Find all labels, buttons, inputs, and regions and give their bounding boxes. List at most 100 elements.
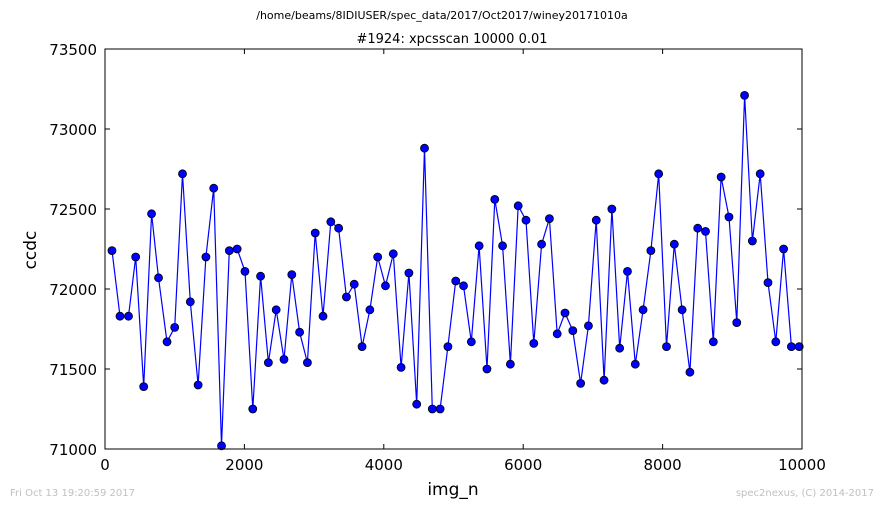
y-tick-label: 72500	[49, 201, 97, 219]
x-tick-label: 4000	[365, 456, 403, 474]
data-point	[388, 249, 398, 259]
data-point	[716, 172, 726, 182]
data-point	[279, 354, 289, 364]
data-point	[263, 358, 273, 368]
data-point	[185, 297, 195, 307]
data-point	[295, 327, 305, 337]
data-point	[771, 337, 781, 347]
data-point	[779, 244, 788, 254]
data-point	[271, 305, 281, 315]
data-point	[147, 209, 156, 219]
data-point	[404, 268, 414, 278]
data-point	[124, 311, 133, 321]
data-point	[537, 239, 547, 249]
file-path-header: /home/beams/8IDIUSER/spec_data/2017/Oct2…	[256, 9, 628, 22]
data-point	[287, 270, 297, 280]
footer-credit: spec2nexus, (C) 2014-2017	[735, 488, 874, 499]
data-point	[584, 321, 593, 331]
data-point	[139, 382, 149, 392]
data-point	[412, 399, 422, 409]
data-point	[607, 204, 617, 214]
y-axis-label: ccdc	[21, 231, 41, 270]
data-point	[459, 281, 468, 291]
data-point	[224, 246, 234, 256]
data-point	[240, 266, 250, 276]
x-tick-label: 2000	[225, 456, 263, 474]
data-point	[576, 378, 586, 388]
data-point	[724, 212, 734, 222]
data-point	[701, 226, 710, 236]
data-point	[552, 329, 562, 339]
data-point	[646, 246, 656, 256]
data-point	[107, 246, 117, 256]
data-point	[435, 404, 445, 414]
data-point	[170, 322, 180, 332]
data-point	[623, 266, 632, 276]
x-tick-label: 10000	[778, 456, 826, 474]
data-point	[443, 342, 453, 352]
data-point	[685, 367, 695, 377]
data-point	[131, 252, 141, 262]
data-point	[490, 194, 500, 204]
data-point	[248, 404, 258, 414]
data-point	[794, 342, 804, 352]
y-tick-label: 72000	[49, 281, 97, 299]
data-point	[599, 375, 609, 385]
data-point	[396, 362, 406, 372]
data-point	[209, 183, 219, 193]
y-tick-label: 71000	[49, 441, 97, 459]
data-point	[373, 252, 383, 262]
data-point	[747, 236, 757, 246]
data-point	[451, 276, 461, 286]
data-point	[427, 404, 437, 414]
data-point	[193, 380, 203, 390]
x-tick-label: 8000	[644, 456, 682, 474]
data-point	[662, 342, 671, 352]
data-point	[349, 279, 359, 289]
data-point	[201, 252, 211, 262]
data-point	[669, 239, 679, 249]
plot-frame	[104, 48, 803, 450]
data-point	[505, 359, 515, 369]
data-point	[615, 343, 625, 353]
data-point	[474, 241, 484, 251]
data-point	[740, 91, 749, 100]
data-point	[326, 217, 336, 227]
data-point	[115, 311, 125, 321]
x-tick-label: 6000	[504, 456, 542, 474]
data-point	[420, 143, 429, 153]
chart-title: #1924: xpcsscan 10000 0.01	[356, 32, 547, 47]
data-point	[591, 215, 601, 225]
data-point	[178, 169, 187, 179]
data-point	[217, 441, 226, 451]
data-point	[630, 359, 640, 369]
data-point	[545, 214, 554, 224]
data-point	[693, 223, 703, 233]
data-point	[162, 337, 172, 347]
data-point	[763, 278, 773, 288]
data-point	[357, 342, 367, 352]
data-point	[482, 364, 492, 374]
data-point	[303, 358, 312, 368]
data-point	[787, 342, 796, 352]
y-tick-label: 73500	[49, 41, 97, 59]
data-point	[521, 215, 531, 225]
footer-timestamp: Fri Oct 13 19:20:59 2017	[10, 488, 136, 499]
data-point	[732, 318, 742, 328]
data-point	[529, 338, 539, 348]
data-point	[560, 308, 570, 318]
y-tick-label: 71500	[49, 361, 97, 379]
data-point	[568, 326, 578, 336]
data-point	[654, 169, 664, 179]
series-line	[111, 95, 800, 446]
data-point	[513, 201, 523, 211]
data-point	[334, 223, 344, 233]
data-point	[154, 273, 163, 283]
x-axis-label: img_n	[427, 480, 478, 500]
data-point	[365, 305, 375, 315]
data-point	[256, 271, 265, 281]
data-point	[232, 244, 242, 254]
data-point	[498, 241, 507, 251]
data-point	[318, 311, 328, 321]
